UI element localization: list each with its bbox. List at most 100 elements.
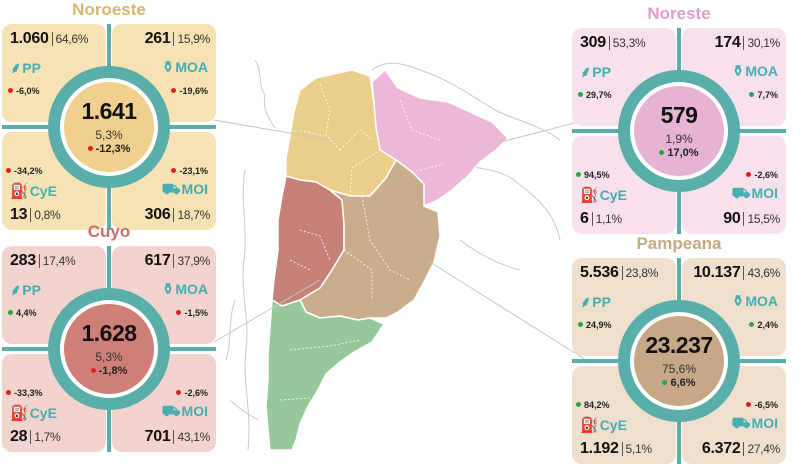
moa-variation: -19,6% [171,86,208,96]
cye-label: ⛽CyE [10,183,57,200]
cye-label: ⛽CyE [580,417,627,434]
variation-dot [8,88,13,93]
cye-variation: -33,3% [6,388,43,398]
total-ring: 579 1,9% 17,0% [618,70,740,192]
connector-lines [213,119,587,361]
variation-dot [578,322,583,327]
total-circle: 1.641 5,3% -12,3% [64,82,154,172]
moi-label: ⛟MOI [161,403,208,420]
moi-variation: -2,6% [176,388,208,398]
moi-variation: -2,6% [746,170,778,180]
variation-dot [659,150,665,155]
pp-value: 283 17,4% [10,252,76,269]
truck-icon: ⛟ [731,185,751,202]
fuel-pump-icon: ⛽ [10,183,29,200]
cye-value: 28 1,7% [10,428,61,445]
cye-share: 1,7% [30,430,61,444]
pp-label: ⸙PP [580,64,611,81]
moa-value: 261 15,9% [144,30,211,47]
bottle-icon: ⚱ [731,63,745,80]
region-card-noreste: Noreste 309 53,3% ⸙PP 29,7% 174 30,1% ⚱MOA… [572,4,786,234]
pp-share: 53,3% [608,36,646,50]
cye-variation: -34,2% [6,166,43,176]
pp-label: ⸙PP [10,60,41,77]
moa-variation: -1,5% [176,308,208,318]
wheat-icon: ⸙ [10,60,22,77]
moi-share: 18,7% [173,208,210,222]
cye-share: 1,1% [591,212,622,226]
moi-value: 306 18,7% [144,206,211,223]
cye-label: ⛽CyE [10,405,57,422]
region-card-cuyo: Cuyo 283 17,4% ⸙PP 4,4% 617 37,9% ⚱MOA -1,… [2,222,216,452]
region-title: Pampeana [636,234,722,253]
moi-value: 90 15,5% [723,210,780,227]
moi-share: 15,5% [743,212,780,226]
total-ring: 1.641 5,3% -12,3% [48,66,170,188]
moi-share: 43,1% [173,430,210,444]
moi-label: ⛟MOI [731,185,778,202]
pp-value: 1.060 64,6% [10,30,89,47]
region-variation: -12,3% [64,143,154,155]
moa-variation: 2,4% [749,320,778,330]
moa-value: 174 30,1% [714,34,781,51]
moa-variation: 7,7% [749,90,778,100]
variation-dot [662,380,668,385]
province-borders [279,83,445,401]
pp-variation: 4,4% [8,308,37,318]
region-title: Cuyo [87,222,131,241]
bottle-icon: ⚱ [161,281,175,298]
pp-share: 23,8% [621,266,658,280]
variation-dot [8,310,13,315]
region-share: 5,3% [95,128,123,142]
total-circle: 579 1,9% 17,0% [634,86,724,176]
variation-dot [90,368,96,373]
moa-share: 30,1% [743,36,780,50]
region-share: 1,9% [665,132,693,146]
cye-variation: 94,5% [576,170,610,180]
moi-share: 27,4% [743,442,780,456]
moa-label: ⚱MOA [731,293,778,310]
pp-share: 64,6% [51,32,88,46]
variation-dot [6,168,11,173]
moi-variation: -23,1% [171,166,208,176]
argentina-map [213,59,587,450]
wheat-icon: ⸙ [580,64,592,81]
pp-variation: 24,9% [578,320,612,330]
variation-dot [576,172,581,177]
cye-value: 6 1,1% [580,210,622,227]
region-total: 579 [660,102,698,128]
total-circle: 23.237 75,6% 6,6% [634,316,724,406]
bottle-icon: ⚱ [161,59,175,76]
variation-dot [87,146,93,151]
moa-share: 37,9% [173,254,210,268]
fuel-pump-icon: ⛽ [580,187,599,204]
variation-dot [176,390,182,395]
moi-label: ⛟MOI [731,415,778,432]
wheat-icon: ⸙ [580,294,592,311]
pp-share: 17,4% [38,254,76,268]
cye-share: 5,1% [621,442,652,456]
truck-icon: ⛟ [161,403,181,420]
region-share: 5,3% [95,350,123,364]
variation-dot [746,402,752,407]
pp-variation: 29,7% [578,90,612,100]
total-ring: 1.628 5,3% -1,8% [48,288,170,410]
pp-label: ⸙PP [580,294,611,311]
total-circle: 1.628 5,3% -1,8% [64,304,154,394]
variation-dot [749,92,755,97]
variation-dot [171,88,177,93]
variation-dot [171,168,177,173]
region-total: 23.237 [645,332,713,358]
moi-value: 701 43,1% [144,428,211,445]
moi-label: ⛟MOI [161,181,208,198]
moi-variation: -6,5% [746,400,778,410]
cye-share: 0,8% [30,208,61,222]
pp-label: ⸙PP [10,282,41,299]
moi-value: 6.372 27,4% [701,440,780,457]
variation-dot [176,310,182,315]
cye-value: 13 0,8% [10,206,61,223]
region-shapes [265,69,509,450]
map-region-patagonia [265,299,385,450]
moa-share: 15,9% [173,32,210,46]
variation-dot [576,402,581,407]
